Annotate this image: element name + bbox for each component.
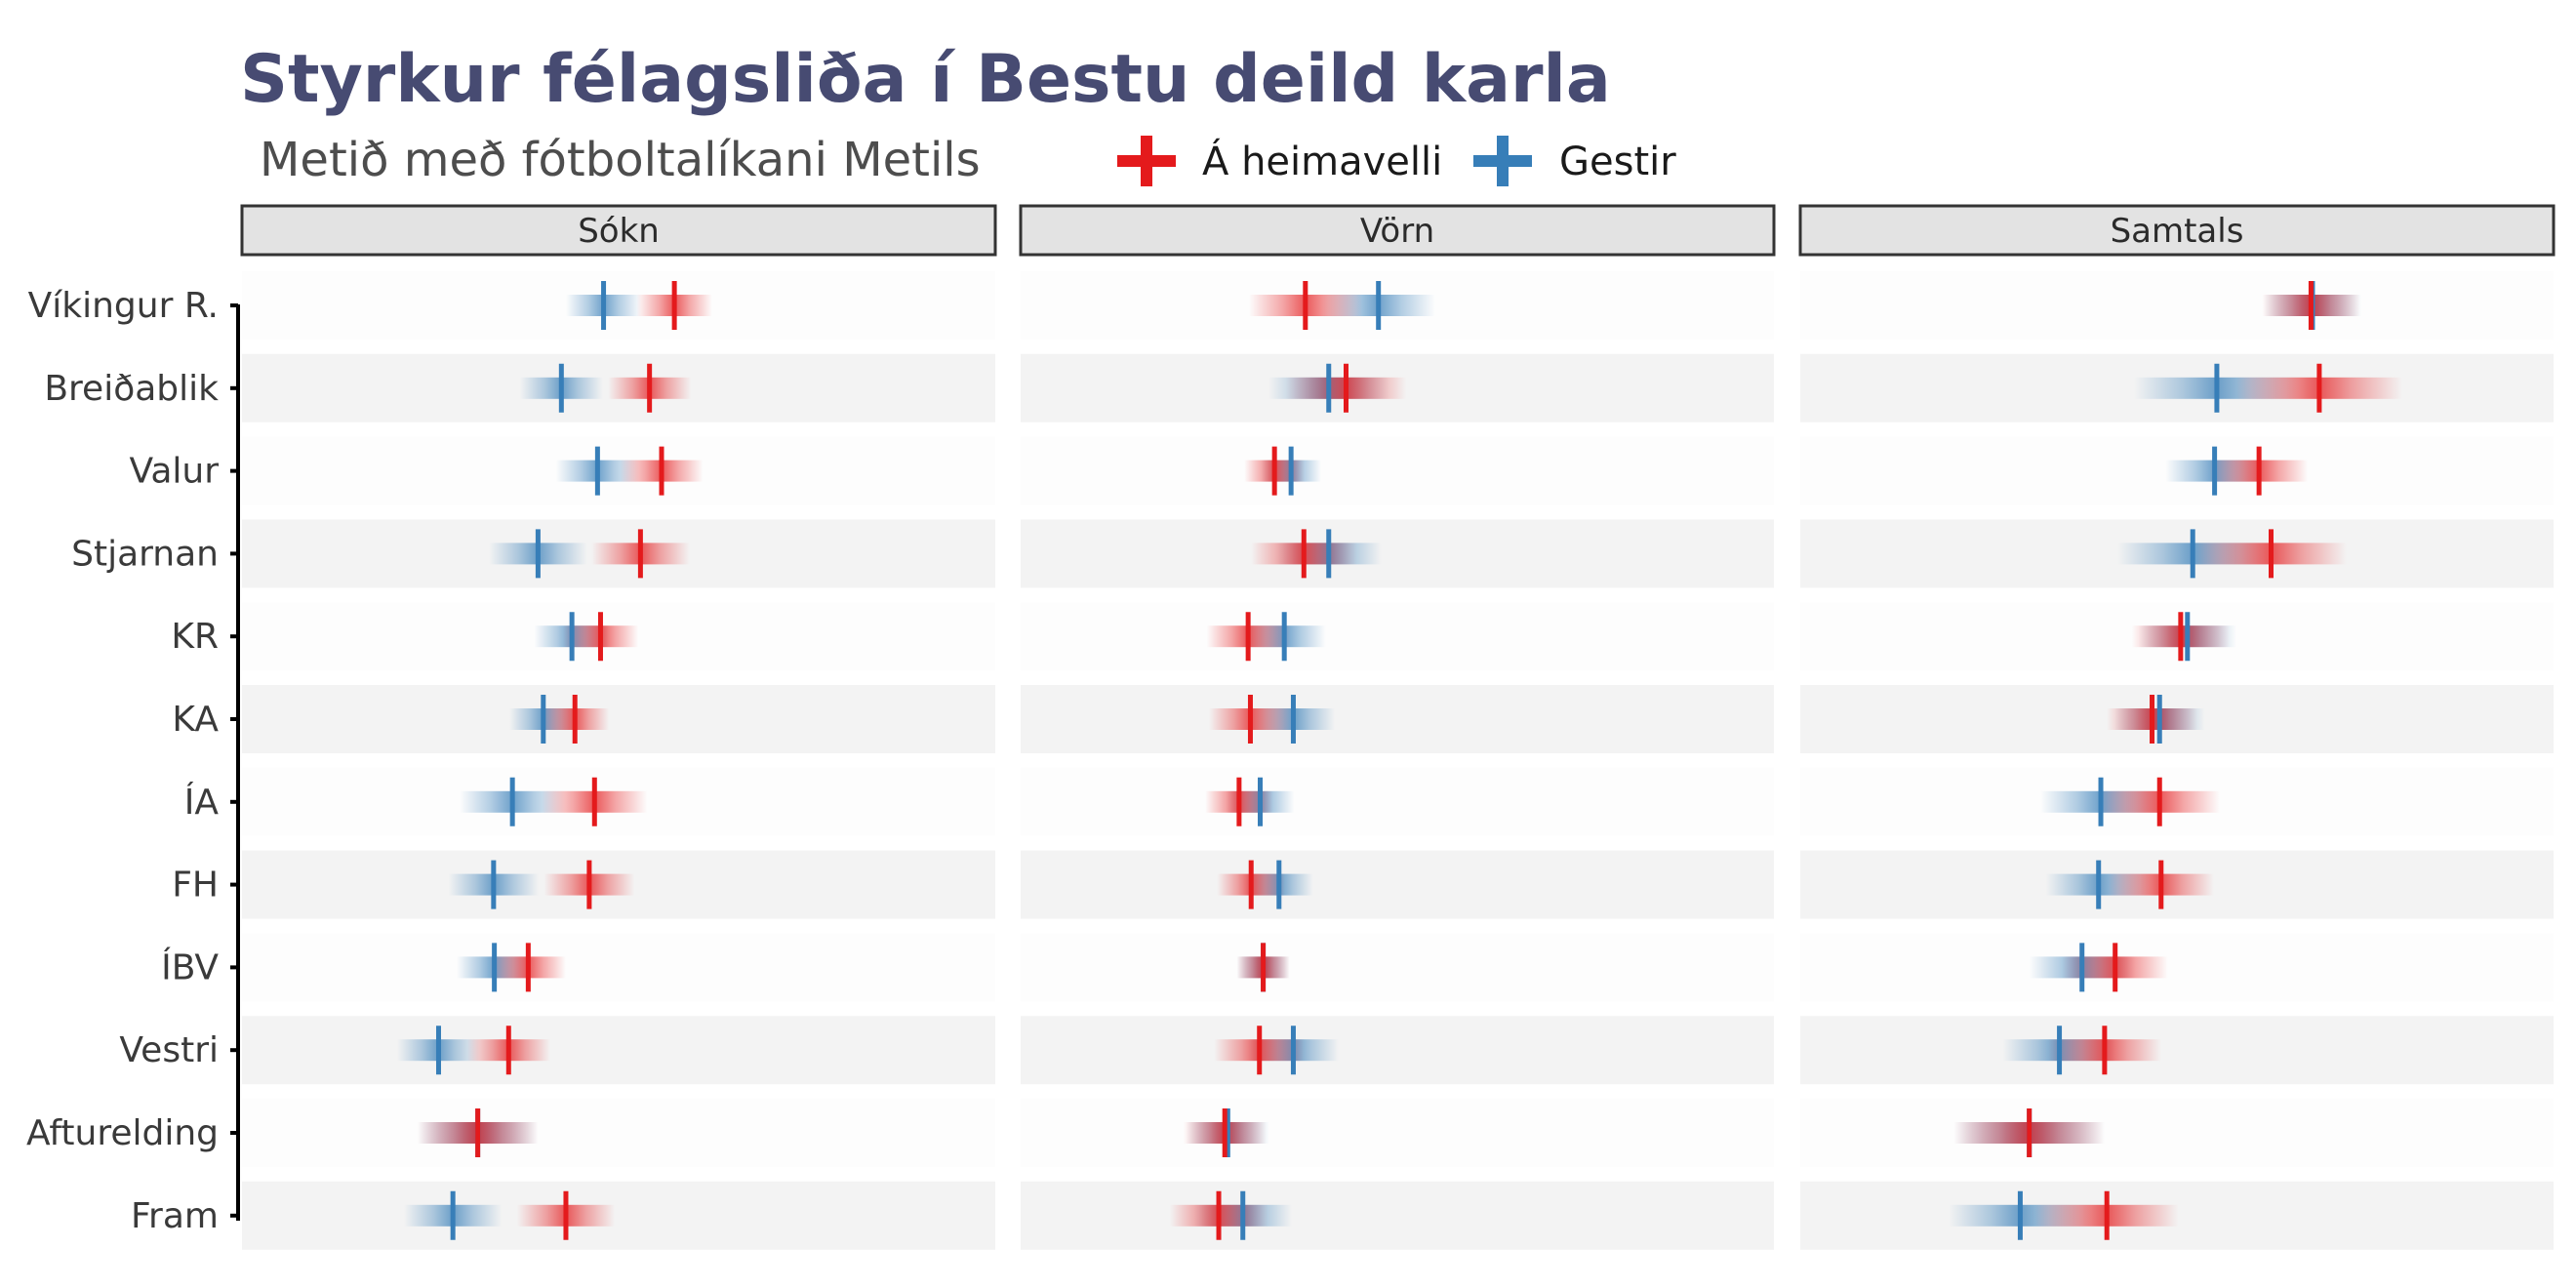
team-label: KR bbox=[171, 617, 219, 657]
row-bands bbox=[242, 271, 2554, 1250]
row-band bbox=[1021, 1099, 1774, 1167]
panel-strips: Sókn Vörn Samtals bbox=[240, 204, 2556, 257]
legend-away-label: Gestir bbox=[1559, 140, 1676, 184]
row-band bbox=[1800, 1016, 2554, 1085]
row-band bbox=[1800, 271, 2554, 340]
row-band bbox=[242, 1016, 995, 1085]
team-label: Valur bbox=[129, 452, 219, 492]
row-band bbox=[1021, 767, 1774, 836]
row-band bbox=[1021, 685, 1774, 753]
legend: Á heimavelli Gestir bbox=[1117, 136, 1676, 186]
row-band bbox=[1021, 519, 1774, 588]
legend-item-away: Gestir bbox=[1473, 136, 1676, 186]
legend-home-label: Á heimavelli bbox=[1202, 138, 1442, 184]
row-band bbox=[1021, 1181, 1774, 1250]
row-band bbox=[1800, 933, 2554, 1002]
row-band bbox=[1021, 436, 1774, 505]
legend-away-swatch-tick bbox=[1497, 136, 1509, 186]
team-label: Fram bbox=[131, 1196, 219, 1236]
team-label: ÍBV bbox=[161, 946, 219, 987]
team-label: Vestri bbox=[119, 1030, 219, 1070]
team-label: Breiðablik bbox=[44, 369, 219, 409]
chart-subtitle: Metið með fótboltalíkani Metils bbox=[260, 133, 981, 187]
row-band bbox=[242, 933, 995, 1002]
panel-strip-label: Vörn bbox=[1360, 212, 1434, 251]
row-band bbox=[242, 1181, 995, 1250]
legend-item-home: Á heimavelli bbox=[1117, 136, 1442, 186]
row-band bbox=[242, 685, 995, 753]
panel-strip-3 bbox=[1798, 204, 2556, 257]
row-band bbox=[1021, 1016, 1774, 1085]
team-label: Afturelding bbox=[26, 1113, 219, 1153]
team-label: FH bbox=[172, 865, 219, 906]
team-label: KA bbox=[172, 700, 219, 740]
panel-strip-label: Samtals bbox=[2111, 212, 2244, 251]
chart-title: Styrkur félagsliða í Bestu deild karla bbox=[240, 41, 1611, 118]
team-label: Víkingur R. bbox=[28, 286, 219, 326]
y-axis: Víkingur R. Breiðablik Valur Stjarnan KR KA ÍA… bbox=[26, 286, 240, 1236]
estimate-ticks bbox=[435, 281, 2322, 1240]
panel-strip-label: Sókn bbox=[578, 212, 660, 251]
row-band bbox=[242, 1099, 995, 1167]
panel-strip-2 bbox=[1019, 204, 1776, 257]
team-label: Stjarnan bbox=[71, 534, 219, 574]
row-band bbox=[1021, 850, 1774, 919]
uncertainty-bands bbox=[397, 295, 2402, 1227]
row-band bbox=[1800, 1099, 2554, 1167]
row-band bbox=[1021, 933, 1774, 1002]
team-label: ÍA bbox=[184, 782, 220, 823]
legend-home-swatch-tick bbox=[1141, 136, 1152, 186]
row-band bbox=[1021, 602, 1774, 671]
panel-strip-1 bbox=[240, 204, 997, 257]
